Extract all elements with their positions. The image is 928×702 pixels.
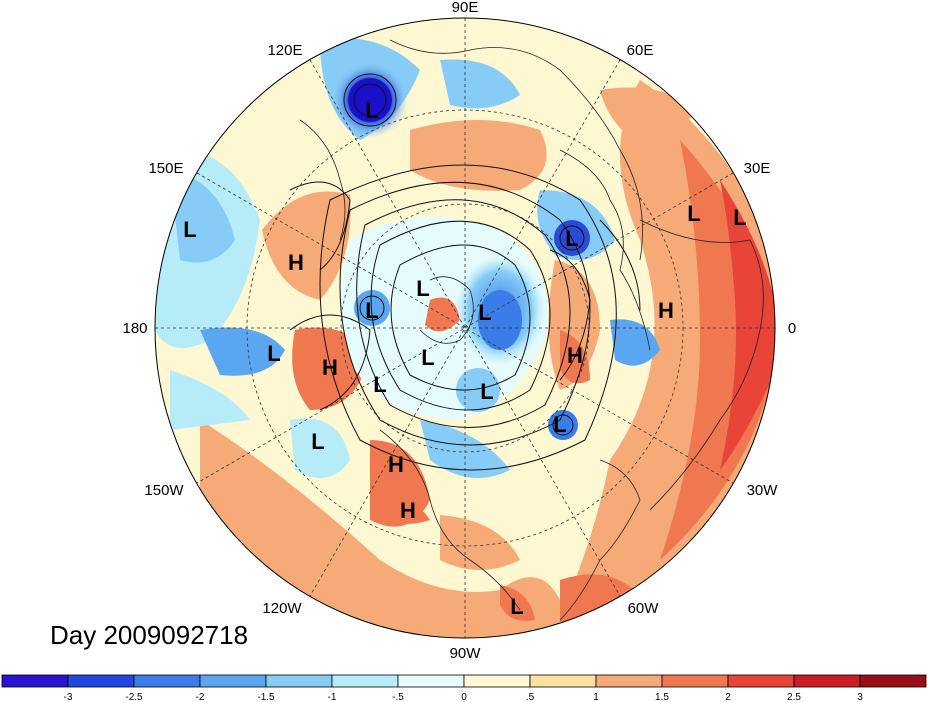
map-frame — [154, 17, 776, 639]
colorbar-box — [265, 674, 333, 688]
colorbar-tick-label: -1.5 — [257, 692, 275, 702]
colorbar-tick-label: -2.5 — [125, 692, 143, 702]
colorbar-tick-label: -.5 — [392, 692, 404, 702]
lon-label-60w: 60W — [628, 600, 660, 617]
lon-label-150e: 150E — [148, 160, 183, 177]
colorbar-box — [595, 674, 663, 688]
colorbar-tick-label: -1 — [328, 692, 337, 702]
colorbar-tick-labels: -3 -2.5 -2 -1.5 -1 -.5 0 .5 1 1.5 2 2.5 3 — [64, 692, 864, 702]
low-marker: L — [733, 205, 746, 230]
lon-label-120e: 120E — [267, 42, 302, 59]
colorbar-box — [463, 674, 531, 688]
low-marker: L — [416, 276, 429, 301]
lon-label-90e: 90E — [452, 0, 479, 16]
colorbar-box — [859, 674, 927, 688]
high-marker: H — [388, 452, 404, 477]
pressure-centers: L L L L L L L L L L L L L L L H H H H H … — [183, 98, 746, 619]
low-marker: L — [373, 372, 386, 397]
high-marker: H — [288, 250, 304, 275]
map-title: Day 2009092718 — [50, 620, 249, 650]
high-marker: H — [400, 498, 416, 523]
low-marker: L — [365, 298, 378, 323]
anomaly-field — [155, 18, 775, 638]
high-marker: H — [567, 343, 583, 368]
low-marker: L — [480, 379, 493, 404]
low-marker: L — [183, 217, 196, 242]
low-marker: L — [421, 345, 434, 370]
colorbar-box — [199, 674, 267, 688]
low-marker: L — [365, 98, 378, 123]
colorbar-box — [133, 674, 201, 688]
lon-label-30e: 30E — [744, 160, 771, 177]
low-marker: L — [510, 594, 523, 619]
graticule — [155, 18, 775, 638]
colorbar-tick-label: 3 — [857, 692, 863, 702]
colorbar-tick-label: 0 — [461, 692, 467, 702]
high-marker: H — [658, 298, 674, 323]
colorbar-box — [727, 674, 795, 688]
low-marker: L — [565, 226, 578, 251]
colorbar-box — [1, 674, 69, 688]
colorbar-tick-label: 1.5 — [655, 692, 669, 702]
colorbar-tick-label: -3 — [64, 692, 73, 702]
low-marker: L — [267, 341, 280, 366]
low-marker: L — [478, 300, 491, 325]
longitude-labels: 90E 60E 30E 0 30W 60W 90W 120W 150W 180 … — [122, 0, 796, 662]
low-marker: L — [311, 429, 324, 454]
lon-label-120w: 120W — [262, 600, 302, 617]
lon-label-30w: 30W — [747, 482, 779, 499]
colorbar-tick-label: 2 — [725, 692, 731, 702]
high-marker: H — [322, 355, 338, 380]
colorbar-box — [661, 674, 729, 688]
lon-label-150w: 150W — [144, 482, 184, 499]
low-marker: L — [687, 201, 700, 226]
colorbar-tick-label: 2.5 — [787, 692, 801, 702]
colorbar-boxes — [1, 674, 927, 688]
lon-label-90w: 90W — [450, 645, 482, 662]
colorbar-box — [331, 674, 399, 688]
lon-label-0: 0 — [788, 320, 796, 337]
lon-label-60e: 60E — [627, 42, 654, 59]
lon-label-180: 180 — [122, 320, 147, 337]
colorbar-box — [529, 674, 597, 688]
colorbar-tick-label: .5 — [526, 692, 535, 702]
contour-lines — [289, 73, 641, 471]
colorbar-box — [67, 674, 135, 688]
colorbar-tick-label: -2 — [196, 692, 205, 702]
colorbar-tick-label: 1 — [593, 692, 599, 702]
low-marker: L — [553, 412, 566, 437]
colorbar-box — [793, 674, 861, 688]
polar-map: 90E 60E 30E 0 30W 60W 90W 120W 150W 180 … — [122, 0, 796, 662]
colorbar-box — [397, 674, 465, 688]
colorbar: -3 -2.5 -2 -1.5 -1 -.5 0 .5 1 1.5 2 2.5 3 — [1, 674, 927, 702]
